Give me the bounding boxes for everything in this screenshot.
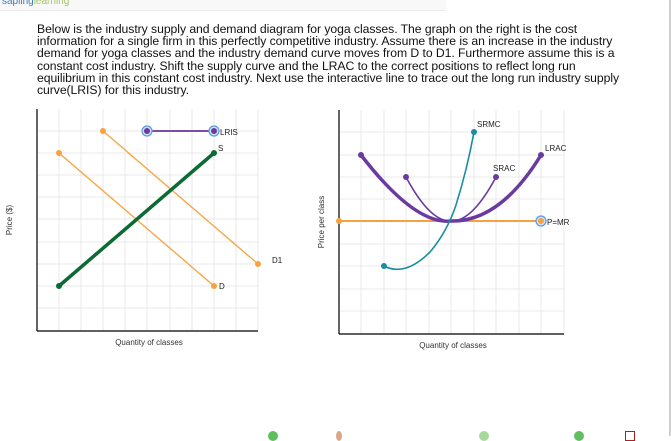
top-bar: saplinglearning [0, 0, 446, 11]
pmr-handle-left[interactable] [336, 218, 342, 224]
tool-icon-1[interactable] [268, 431, 278, 441]
lris-label: LRIS [220, 128, 238, 137]
firm-y-label: Price per class [317, 196, 326, 248]
demand-d-handle-bottom[interactable] [211, 283, 217, 289]
supply-handle-top[interactable] [211, 150, 217, 156]
firm-x-label: Quantity of classes [419, 341, 487, 350]
lris-line[interactable] [141, 125, 220, 137]
srac-handle-right[interactable] [493, 174, 499, 180]
srac-label: SRAC [493, 164, 515, 173]
demand-d-label: D [219, 282, 225, 291]
srmc-handle-bottom[interactable] [381, 263, 387, 269]
demand-d1-handle-top[interactable] [100, 128, 106, 134]
supply-label: S [218, 144, 223, 153]
industry-grid [37, 109, 259, 331]
lrac-label: LRAC [545, 144, 567, 153]
sapling-logo: saplinglearning [2, 0, 70, 7]
industry-y-label: Price ($) [5, 205, 14, 236]
srmc-label: SRMC [477, 120, 501, 129]
tool-icon-3[interactable] [479, 431, 489, 441]
delete-icon[interactable] [625, 431, 635, 441]
srmc-curve[interactable] [381, 129, 477, 271]
lrac-curve[interactable] [358, 152, 544, 223]
tool-icon-2[interactable] [336, 431, 342, 441]
lrac-handle-left[interactable] [358, 152, 364, 158]
scrollbar-border [669, 0, 671, 436]
demand-d-handle-top[interactable] [56, 150, 62, 156]
srac-handle-left[interactable] [403, 174, 409, 180]
srmc-handle-top[interactable] [471, 129, 477, 135]
demand-d1-label: D1 [272, 256, 283, 265]
pmr-label: P=MR [547, 218, 570, 227]
demand-d1-handle-bottom[interactable] [255, 261, 261, 267]
tool-icon-4[interactable] [574, 431, 584, 441]
industry-x-label: Quantity of classes [115, 338, 183, 347]
question-prompt: Below is the industry supply and demand … [37, 22, 620, 98]
supply-curve-s[interactable] [56, 150, 217, 289]
demand-curve-d1[interactable] [100, 128, 261, 267]
lrac-handle-right[interactable] [538, 152, 544, 158]
supply-handle-bottom[interactable] [56, 283, 62, 289]
